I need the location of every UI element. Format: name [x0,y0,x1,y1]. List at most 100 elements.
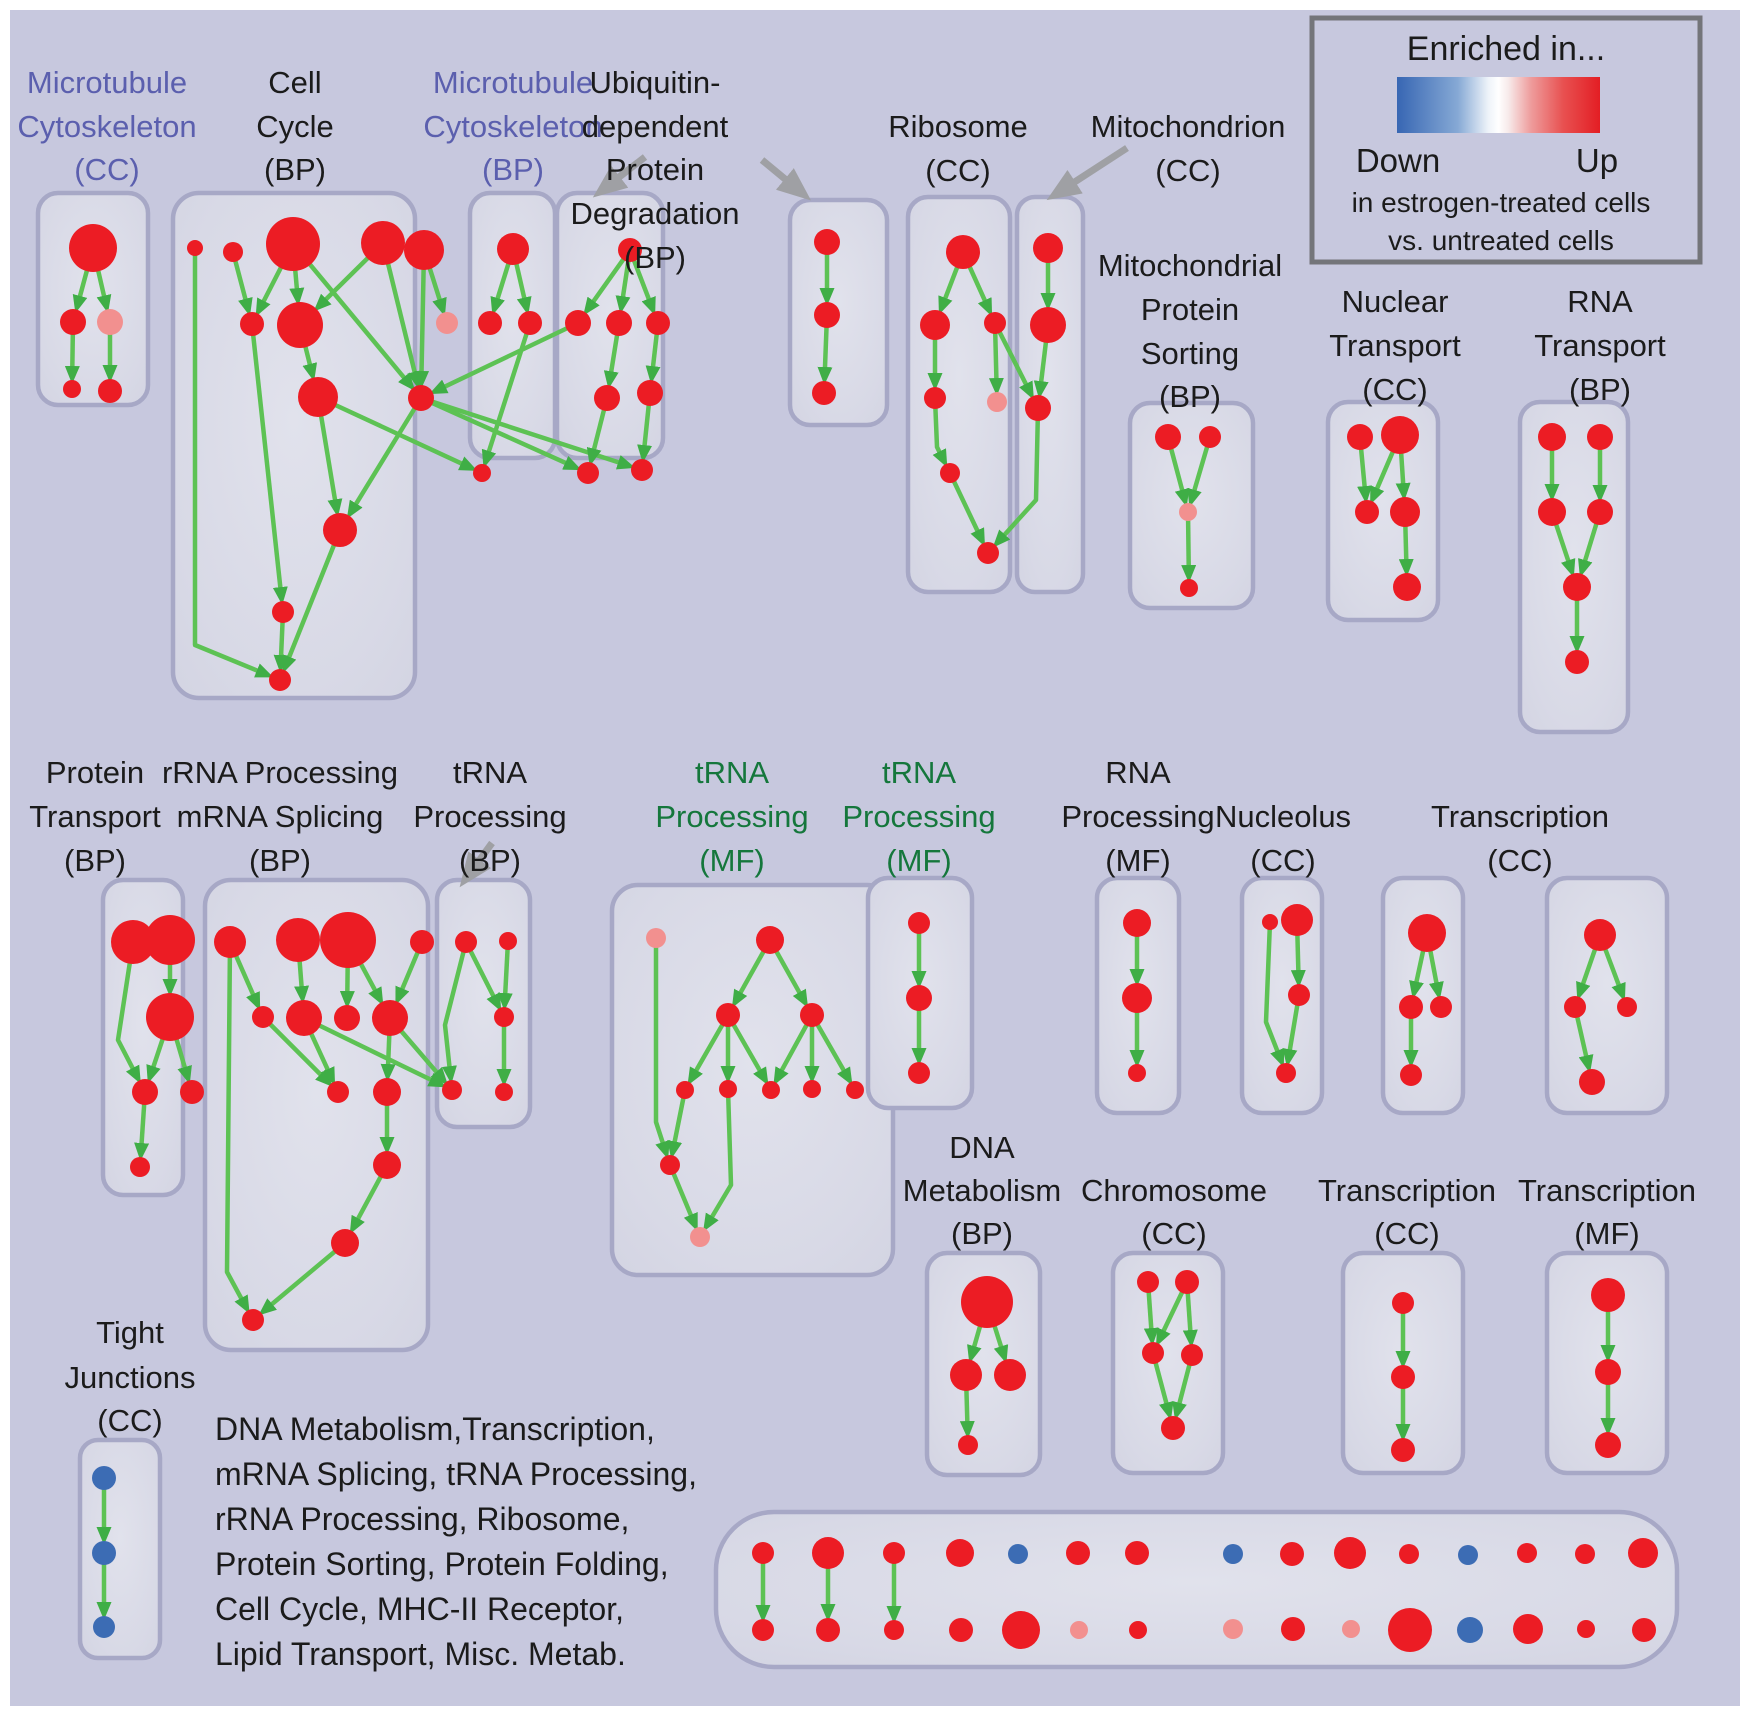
go-term-node-bt7 [1125,1541,1149,1565]
go-term-node-j5 [1563,573,1591,601]
go-term-node-b10 [408,385,434,411]
pointer-arrow-trna-bp-to-box [459,840,495,888]
go-term-node-l9 [327,1081,349,1103]
cluster-label-line: Sorting [1141,336,1239,371]
go-term-node-q2 [1122,983,1152,1013]
cluster-label-line: Nucleolus [1215,799,1351,834]
go-term-node-f3 [984,312,1006,334]
go-term-node-w2 [1175,1270,1199,1294]
misc-categories-line: Protein Sorting, Protein Folding, [215,1546,669,1582]
go-term-node-w5 [1161,1416,1185,1440]
go-term-node-o11 [690,1227,710,1247]
go-term-node-l8 [372,1000,408,1036]
go-edge-b4-b10 [380,242,422,390]
cluster-label-dna-metabolism: DNA Metabolism (BP) [903,1130,1062,1251]
go-term-node-v3 [994,1359,1026,1391]
go-term-node-l1 [214,926,246,958]
go-term-node-l12 [331,1229,359,1257]
go-term-node-b8 [436,312,458,334]
go-term-node-j2 [1587,424,1613,450]
cluster-label-line: (BP) [951,1216,1013,1251]
go-term-node-y2 [1595,1359,1621,1385]
cluster-label-line: (BP) [1159,379,1221,414]
go-term-node-b7 [277,302,323,348]
cluster-label-line: RNA [1105,755,1171,790]
cluster-label-ribosome: Ribosome (CC) [888,109,1028,188]
legend-up-label: Up [1576,142,1618,179]
go-term-node-bb2 [816,1618,840,1642]
pointer-arrow-ubiquitin-to-box-b [759,157,812,201]
go-term-node-bb8 [1223,1619,1243,1639]
cluster-label-line: (MF) [699,843,764,878]
cluster-label-line: Mitochondrial [1098,248,1282,283]
go-edge-s1-s4 [1263,921,1285,1068]
go-edge-b9-c4 [317,394,478,471]
cluster-label-line: Microtubule [433,65,593,100]
go-term-node-o9 [846,1081,864,1099]
go-term-node-bb10 [1342,1620,1360,1638]
go-term-node-o3 [716,1003,740,1027]
go-term-node-d1 [618,238,642,262]
cluster-label-line: mRNA Splicing [177,799,384,834]
go-term-node-n2 [499,932,517,950]
cluster-label-line: Transport [1534,328,1666,363]
go-term-node-e3 [812,381,836,405]
cluster-label-line: (BP) [264,152,326,187]
cluster-label-line: (BP) [1569,372,1631,407]
go-term-node-o4 [800,1003,824,1027]
go-edge-b5-b10 [414,249,430,390]
go-term-node-z3 [93,1616,115,1638]
go-term-node-x1 [1392,1292,1414,1314]
cluster-label-line: RNA [1567,284,1633,319]
cluster-label-line: Mitochondrion [1091,109,1286,144]
go-term-node-m1 [1033,233,1063,263]
cluster-label-mitochondrion: Mitochondrion (CC) [1091,109,1286,188]
go-term-node-b6 [240,312,264,336]
pointer-arrow-mitochondrion-to-box [1046,145,1129,201]
cluster-label-line: Transcription [1431,799,1609,834]
cluster-box-rna-transport [1517,399,1631,735]
go-term-node-h2 [1199,426,1221,448]
go-term-node-b12 [272,601,294,623]
go-term-node-o5 [676,1081,694,1099]
go-edge-f6-f7 [947,472,985,547]
cluster-label-rna-transport: RNA Transport (BP) [1534,284,1666,407]
go-term-node-d6 [637,380,663,406]
go-term-node-b9 [298,377,338,417]
cluster-label-mito-protein-sorting: Mitochondrial Protein Sorting (BP) [1098,248,1282,414]
cluster-label-line: Microtubule [27,65,187,100]
cluster-label-line: (BP) [249,843,311,878]
cluster-label-line: (CC) [1374,1216,1439,1251]
go-term-node-f4 [924,387,946,409]
go-term-node-d7 [577,462,599,484]
go-term-node-o10 [660,1155,680,1175]
cluster-label-line: Cytoskeleton [17,109,196,144]
cluster-label-line: (CC) [1141,1216,1206,1251]
go-term-node-bb15 [1632,1618,1656,1642]
go-term-node-l13 [242,1309,264,1331]
go-edge-m3-f7 [992,407,1041,548]
cluster-box-tight-junctions [77,1437,163,1661]
go-term-node-l3 [320,912,376,968]
go-term-node-a1 [69,224,117,272]
cluster-label-tight-junctions: Tight Junctions (CC) [65,1315,196,1438]
go-term-node-d2 [565,310,591,336]
go-term-node-bt2 [812,1537,844,1569]
cluster-label-line: (MF) [886,843,951,878]
go-term-node-k5 [180,1080,204,1104]
cluster-label-line: Processing [413,799,566,834]
go-term-node-v1 [961,1276,1013,1328]
go-term-node-l6 [286,1000,322,1036]
go-term-node-b3 [266,217,320,271]
go-term-node-b2 [223,242,243,262]
go-term-node-f6 [940,463,960,483]
go-term-node-c1 [497,233,529,265]
go-edge-f4-f6 [932,397,948,468]
cluster-label-line: (BP) [482,152,544,187]
go-term-node-bt4 [946,1539,974,1567]
go-term-node-i2 [1381,416,1419,454]
cluster-label-line: (CC) [1250,843,1315,878]
go-term-node-p2 [906,985,932,1011]
go-term-node-k6 [130,1157,150,1177]
cluster-label-line: rRNA Processing [162,755,398,790]
